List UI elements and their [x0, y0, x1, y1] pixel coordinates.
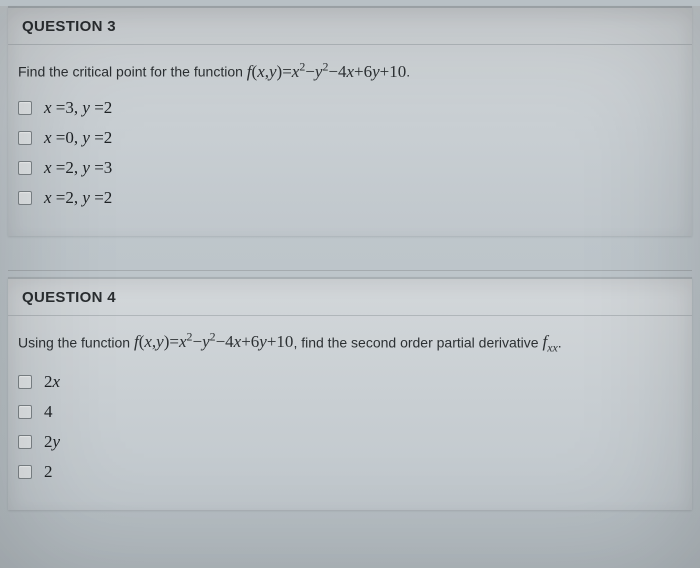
- q4-option-2-label: 4: [44, 402, 53, 422]
- q3-option-1-label: x =3, y =2: [44, 98, 112, 118]
- q3-option-3-label: x =2, y =3: [44, 158, 112, 178]
- q4-option-4[interactable]: 2: [18, 462, 678, 482]
- q4-option-3[interactable]: 2y: [18, 432, 678, 452]
- question-3-title: QUESTION 3: [22, 18, 116, 35]
- q4-deriv-symbol: fxx: [542, 332, 557, 351]
- checkbox-icon[interactable]: [18, 375, 32, 389]
- q4-prompt-mid: , find the second order partial derivati…: [293, 334, 542, 350]
- question-4-panel: QUESTION 4 Using the function f(x,y)=x2−…: [8, 277, 692, 510]
- question-4-header: QUESTION 4: [8, 279, 692, 316]
- q4-option-1[interactable]: 2x: [18, 372, 678, 392]
- question-3-panel: QUESTION 3 Find the critical point for t…: [8, 6, 692, 236]
- q4-prompt-suffix: .: [558, 334, 562, 350]
- question-4-prompt: Using the function f(x,y)=x2−y2−4x+6y+10…: [18, 330, 678, 356]
- q3-option-2-label: x =0, y =2: [44, 128, 112, 148]
- panel-divider: [8, 270, 692, 271]
- q3-prompt-suffix: .: [406, 64, 410, 80]
- q3-option-4-label: x =2, y =2: [44, 188, 112, 208]
- checkbox-icon[interactable]: [18, 405, 32, 419]
- q4-option-2[interactable]: 4: [18, 402, 678, 422]
- q4-option-3-label: 2y: [44, 432, 60, 452]
- checkbox-icon[interactable]: [18, 465, 32, 479]
- q4-prompt-prefix: Using the function: [18, 334, 134, 350]
- q3-option-1[interactable]: x =3, y =2: [18, 98, 678, 118]
- q4-function: f(x,y)=x2−y2−4x+6y+10: [134, 332, 293, 351]
- question-4-title: QUESTION 4: [22, 289, 116, 306]
- quiz-screen: QUESTION 3 Find the critical point for t…: [0, 6, 700, 568]
- checkbox-icon[interactable]: [18, 101, 32, 115]
- question-3-body: Find the critical point for the function…: [8, 45, 692, 236]
- checkbox-icon[interactable]: [18, 131, 32, 145]
- question-3-prompt: Find the critical point for the function…: [18, 59, 678, 82]
- q3-option-3[interactable]: x =2, y =3: [18, 158, 678, 178]
- question-3-header: QUESTION 3: [8, 8, 692, 45]
- checkbox-icon[interactable]: [18, 191, 32, 205]
- q4-option-1-label: 2x: [44, 372, 60, 392]
- checkbox-icon[interactable]: [18, 161, 32, 175]
- q3-option-4[interactable]: x =2, y =2: [18, 188, 678, 208]
- checkbox-icon[interactable]: [18, 435, 32, 449]
- q4-option-4-label: 2: [44, 462, 53, 482]
- q3-option-2[interactable]: x =0, y =2: [18, 128, 678, 148]
- q3-prompt-prefix: Find the critical point for the function: [18, 64, 247, 80]
- question-4-body: Using the function f(x,y)=x2−y2−4x+6y+10…: [8, 316, 692, 510]
- q3-function: f(x,y)=x2−y2−4x+6y+10: [247, 62, 406, 81]
